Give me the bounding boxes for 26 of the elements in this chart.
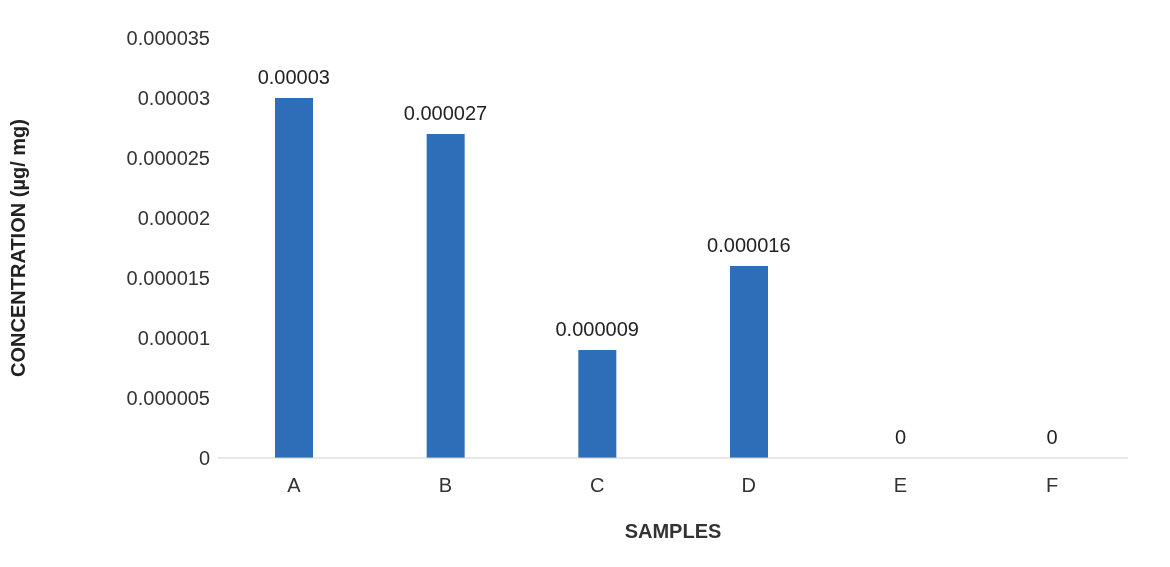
data-label: 0.000009	[555, 318, 639, 340]
bar	[275, 98, 313, 458]
y-tick-label: 0.00001	[137, 327, 210, 350]
data-label: 0	[1046, 426, 1058, 448]
x-tick-label: D	[741, 474, 757, 497]
data-label: 0.000016	[707, 234, 791, 256]
data-label: 0	[894, 426, 907, 448]
y-tick-label: 0.000025	[126, 147, 210, 170]
y-tick-label: 0.00003	[137, 87, 210, 110]
y-tick-label: 0.00002	[137, 207, 210, 230]
bar	[426, 134, 465, 458]
data-label: 0.000027	[403, 102, 488, 124]
y-axis-title: CONCENTRATION (µg/ mg)	[7, 119, 30, 377]
x-tick-label: C	[589, 474, 605, 497]
y-tick-label: 0	[198, 447, 210, 470]
bar	[578, 350, 617, 458]
y-tick-label: 0.000035	[126, 27, 210, 50]
data-label: 0.00003	[257, 66, 330, 88]
y-tick-label: 0.000015	[126, 267, 210, 290]
x-tick-label: A	[287, 474, 302, 497]
bar	[730, 266, 768, 458]
x-tick-label: B	[438, 474, 453, 497]
x-tick-label: F	[1046, 474, 1059, 497]
x-axis-title: SAMPLES	[624, 520, 722, 542]
x-tick-label: E	[893, 474, 908, 497]
y-tick-label: 0.000005	[126, 387, 210, 410]
